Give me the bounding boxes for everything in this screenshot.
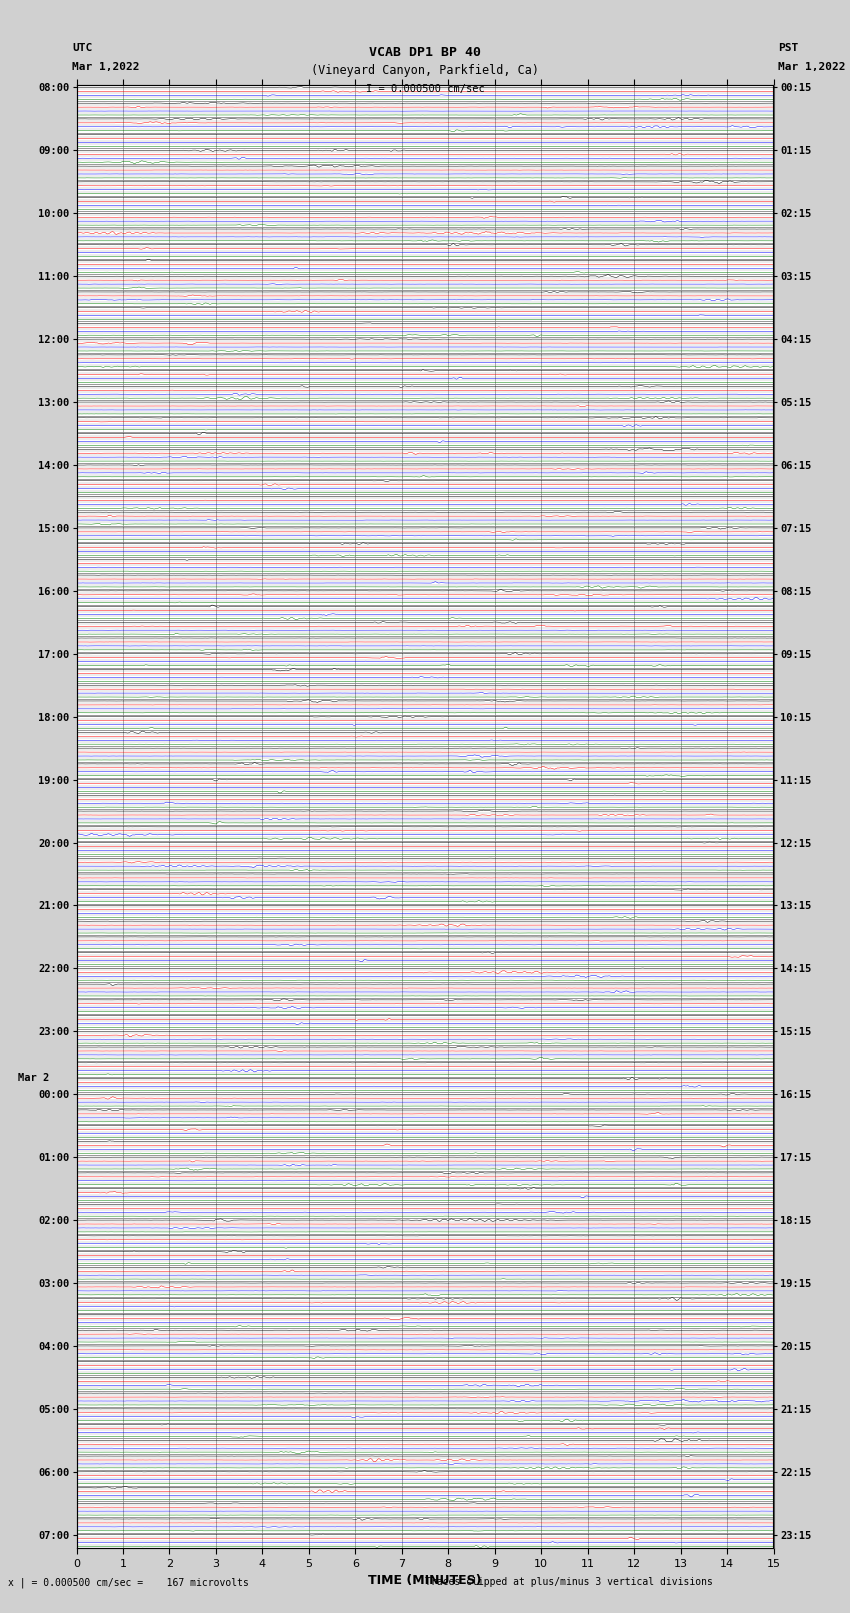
Text: Mar 1,2022: Mar 1,2022 (72, 61, 139, 73)
Text: PST: PST (778, 44, 798, 53)
Text: UTC: UTC (72, 44, 93, 53)
Text: Traces clipped at plus/minus 3 vertical divisions: Traces clipped at plus/minus 3 vertical … (425, 1578, 713, 1587)
Text: I = 0.000500 cm/sec: I = 0.000500 cm/sec (366, 84, 484, 94)
Text: Mar 1,2022: Mar 1,2022 (778, 61, 845, 73)
Text: (Vineyard Canyon, Parkfield, Ca): (Vineyard Canyon, Parkfield, Ca) (311, 65, 539, 77)
Text: x | = 0.000500 cm/sec =    167 microvolts: x | = 0.000500 cm/sec = 167 microvolts (8, 1578, 249, 1587)
Text: Mar 2: Mar 2 (18, 1073, 49, 1084)
X-axis label: TIME (MINUTES): TIME (MINUTES) (368, 1574, 482, 1587)
Text: VCAB DP1 BP 40: VCAB DP1 BP 40 (369, 45, 481, 60)
